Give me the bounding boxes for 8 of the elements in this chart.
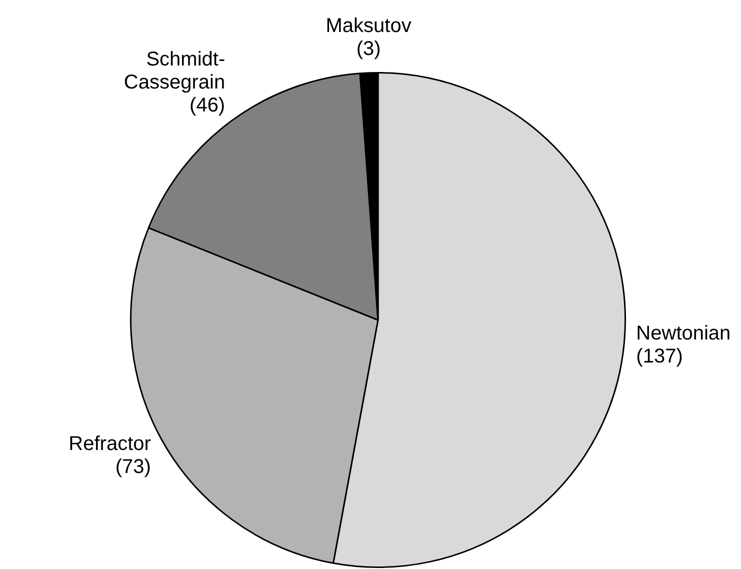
data-label: (3) [356, 38, 381, 60]
data-label: (46) [190, 94, 226, 116]
slice-label: Refractor [68, 433, 152, 456]
slice-label: Newtonian [636, 322, 731, 345]
data-label: (73) [115, 456, 151, 478]
data-label: (137) [636, 346, 683, 368]
slice-label: Schmidt-Cassegrain [124, 48, 226, 94]
slice-label: Maksutov [326, 14, 412, 37]
